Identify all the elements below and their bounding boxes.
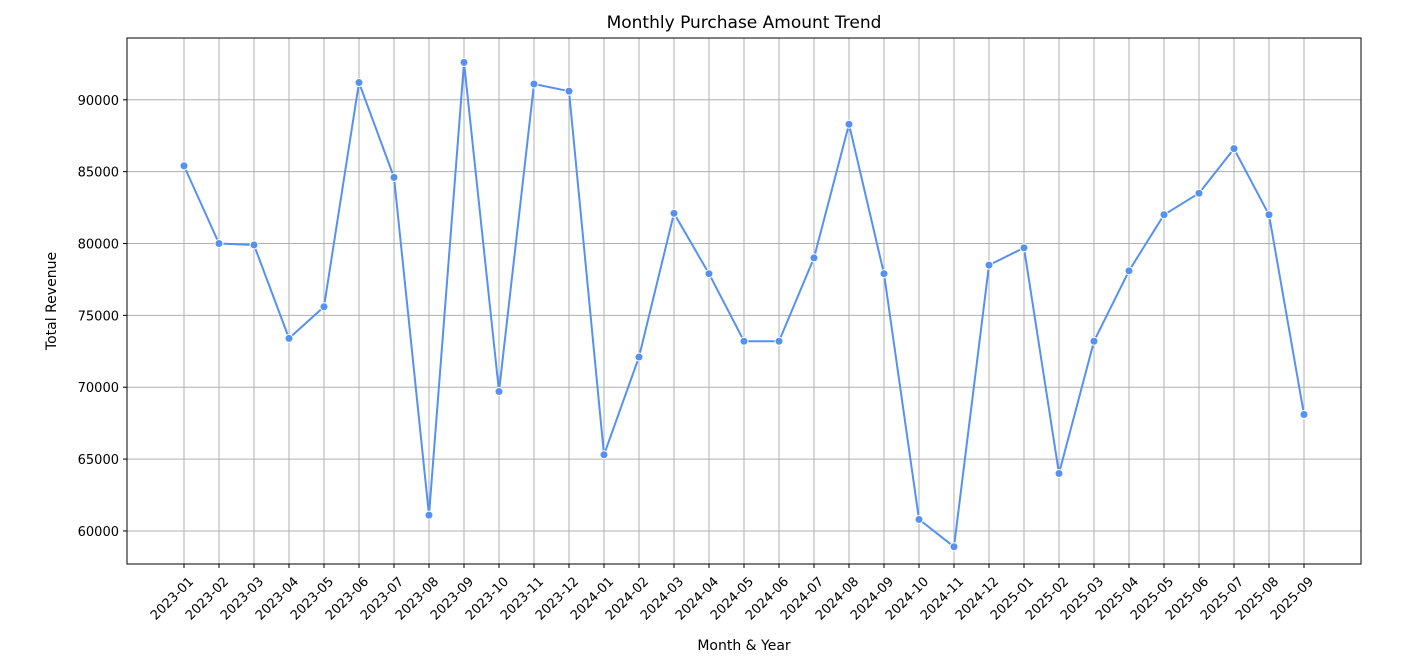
y-tick-label: 75000: [78, 309, 119, 324]
data-point-2023-10: [494, 387, 504, 397]
data-point-2023-06: [354, 78, 364, 88]
data-point-2025-09: [1299, 410, 1309, 420]
y-tick-label: 80000: [78, 238, 119, 253]
data-point-2023-11: [529, 79, 539, 89]
data-point-2024-02: [634, 352, 644, 362]
data-point-2025-07: [1229, 144, 1239, 154]
data-point-2023-07: [389, 172, 399, 182]
data-point-2024-12: [984, 260, 994, 270]
data-point-2025-02: [1054, 468, 1064, 478]
data-point-2024-08: [844, 119, 854, 129]
data-point-2023-12: [564, 86, 574, 96]
y-tick-label: 90000: [78, 94, 119, 109]
y-tick-label: 85000: [78, 166, 119, 181]
grid-lines: [127, 38, 1361, 564]
x-axis-label: Month & Year: [697, 638, 791, 653]
data-point-2024-05: [739, 336, 749, 346]
y-axis-label: Total Revenue: [44, 252, 60, 351]
data-point-2023-01: [179, 161, 189, 171]
data-point-2024-01: [599, 450, 609, 460]
data-point-2024-10: [914, 514, 924, 524]
data-point-2025-01: [1019, 243, 1029, 253]
data-point-2023-02: [214, 239, 224, 249]
data-point-2025-03: [1089, 336, 1099, 346]
data-point-2025-04: [1124, 266, 1134, 276]
series-revenue: [179, 57, 1309, 552]
data-point-2025-05: [1159, 210, 1169, 220]
data-point-2024-04: [704, 269, 714, 279]
data-point-2024-06: [774, 336, 784, 346]
y-tick-label: 60000: [78, 525, 119, 540]
x-axis-ticks: 2023-012023-022023-032023-042023-052023-…: [148, 564, 1317, 623]
data-point-2023-05: [319, 302, 329, 312]
data-point-2023-04: [284, 333, 294, 343]
y-axis-ticks: 60000 65000 70000 75000 80000 85000 90000: [78, 94, 127, 540]
data-point-2024-03: [669, 208, 679, 218]
data-point-2025-06: [1194, 188, 1204, 198]
data-point-2025-08: [1264, 210, 1274, 220]
y-tick-label: 70000: [78, 381, 119, 396]
data-point-2023-08: [424, 510, 434, 520]
y-tick-label: 65000: [78, 453, 119, 468]
data-point-2024-09: [879, 269, 889, 279]
data-point-2023-09: [459, 57, 469, 67]
chart-title: Monthly Purchase Amount Trend: [607, 13, 882, 33]
data-point-2024-11: [949, 542, 959, 552]
data-point-2023-03: [249, 240, 259, 250]
data-point-2024-07: [809, 253, 819, 263]
